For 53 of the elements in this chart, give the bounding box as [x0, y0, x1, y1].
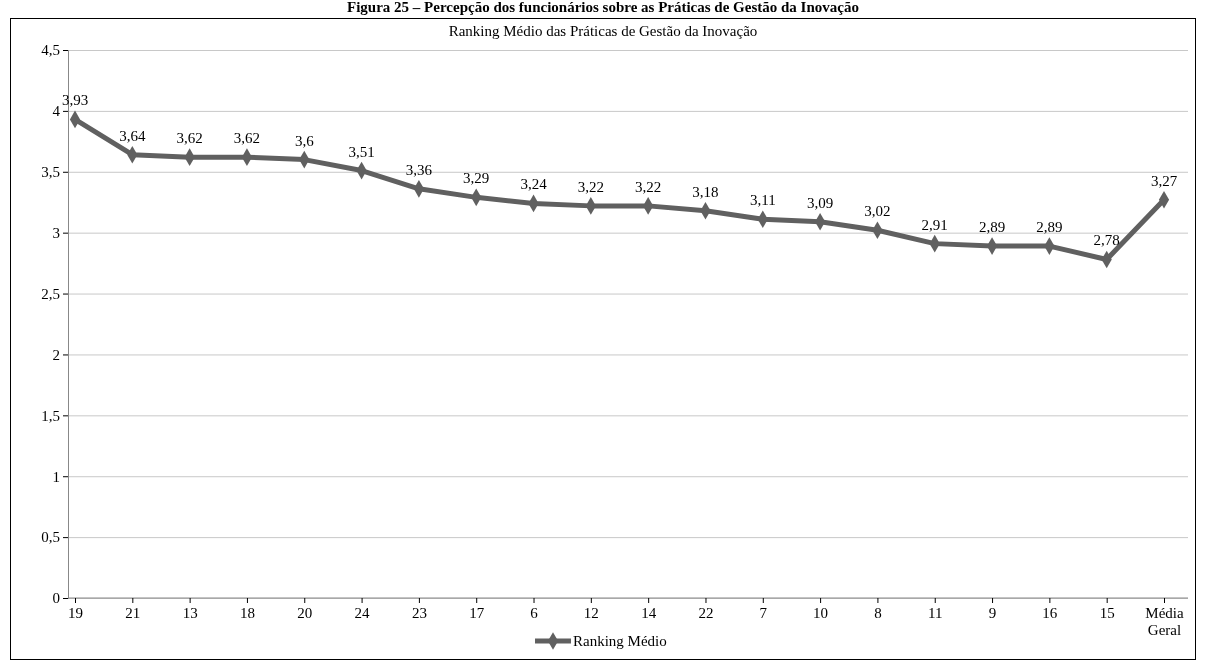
x-tick-label: 21 [125, 605, 141, 621]
x-tick-label: 6 [530, 605, 539, 621]
y-tick-label: 2 [52, 346, 60, 363]
x-tick-label: 19 [68, 605, 83, 621]
data-label: 3,36 [405, 161, 433, 178]
data-label: 3,6 [294, 132, 315, 149]
x-tick-label: 11 [928, 605, 943, 621]
data-label: 3,02 [864, 203, 891, 220]
data-label: 3,18 [692, 183, 719, 200]
x-tick-label: 14 [641, 605, 657, 621]
data-label: 3,22 [635, 178, 662, 195]
data-label: 3,93 [61, 92, 89, 109]
data-label: 2,89 [978, 219, 1006, 236]
data-label: 3,22 [577, 178, 604, 195]
y-tick-label: 1,5 [41, 407, 60, 424]
data-label: 3,24 [520, 176, 548, 193]
x-tick-label: 9 [988, 605, 997, 621]
chart-title: Ranking Médio das Práticas de Gestão da Inovação [448, 23, 758, 39]
x-tick-label: 16 [1042, 605, 1058, 621]
x-tick-label: 13 [182, 605, 198, 621]
x-tick-label: 17 [469, 605, 485, 621]
data-label: 3,51 [348, 143, 375, 160]
data-label: 2,78 [1093, 232, 1120, 249]
data-label: 3,27 [1150, 172, 1178, 189]
data-label: 3,62 [176, 130, 203, 147]
data-label: 3,09 [806, 194, 834, 211]
data-label: 3,29 [463, 170, 490, 187]
x-tick-label: 7 [759, 605, 768, 621]
y-tick-label: 0 [52, 590, 60, 607]
y-tick-label: 4,5 [41, 42, 60, 59]
x-tick-label: Média Geral [1145, 605, 1184, 638]
y-tick-label: 4 [52, 103, 61, 120]
x-tick-label: 18 [239, 605, 255, 621]
y-tick-label: 2,5 [41, 285, 60, 302]
y-tick-label: 0,5 [41, 529, 60, 546]
x-tick-label: 15 [1099, 605, 1115, 621]
x-tick-label: 20 [297, 605, 313, 621]
y-tick-label: 3,5 [41, 164, 60, 181]
x-tick-label: 24 [354, 605, 371, 621]
x-tick-label: 22 [698, 605, 714, 621]
x-tick-label: 23 [411, 605, 427, 621]
x-tick-label: 12 [583, 605, 599, 621]
y-tick-label: 1 [52, 468, 60, 485]
x-tick-label: 10 [813, 605, 829, 621]
legend-label: Ranking Médio [573, 633, 667, 649]
data-label: 3,11 [749, 192, 776, 209]
data-label: 2,91 [921, 216, 948, 233]
y-tick-label: 3 [52, 224, 60, 241]
text: Figura 25 – Percepção dos funcionários sobre as Práticas de Gestão da Inovação [347, 0, 859, 15]
data-label: 2,89 [1036, 219, 1063, 236]
data-label: 3,62 [233, 130, 261, 147]
x-tick-label: 8 [874, 605, 882, 621]
data-label: 3,64 [119, 127, 146, 144]
